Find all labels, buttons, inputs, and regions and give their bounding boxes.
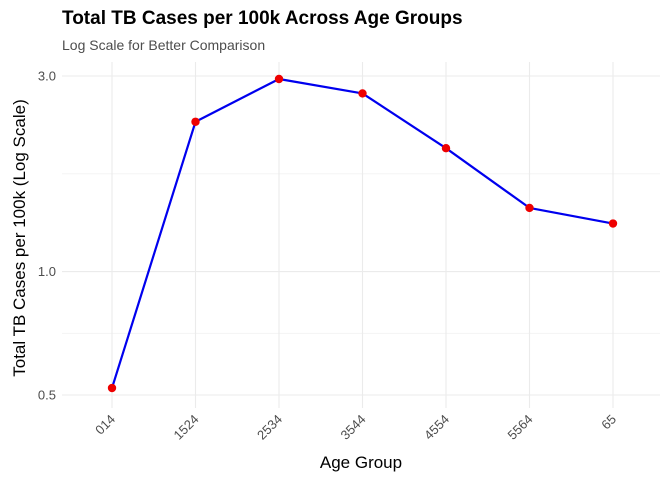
data-point [441,143,451,153]
chart-subtitle: Log Scale for Better Comparison [62,37,266,53]
chart-title: Total TB Cases per 100k Across Age Group… [62,8,463,29]
data-points [107,74,618,393]
y-axis-title: Total TB Cases per 100k (Log Scale) [10,99,29,377]
y-tick-label: 1.0 [38,264,56,279]
x-tick-label: 2534 [254,412,285,443]
x-tick-label: 1524 [171,412,202,443]
data-point [608,219,618,228]
x-tick-label: 4554 [421,412,452,443]
y-tick-label: 0.5 [38,388,56,403]
data-point [191,117,200,126]
grid-lines [62,62,660,408]
y-tick-label: 3.0 [38,69,56,84]
x-tick-label: 5564 [505,412,536,443]
data-point [274,74,284,84]
data-point [525,203,534,213]
y-axis-ticks: 0.5 1.0 3.0 [38,69,56,403]
data-point [107,383,117,393]
x-tick-label: 65 [598,412,619,433]
x-tick-label: 014 [92,412,118,438]
x-axis-ticks: 014 1524 2534 3544 4554 5564 65 [92,412,619,443]
x-axis-title: Age Group [320,453,402,472]
x-tick-label: 3544 [338,412,369,443]
data-point [358,89,367,98]
